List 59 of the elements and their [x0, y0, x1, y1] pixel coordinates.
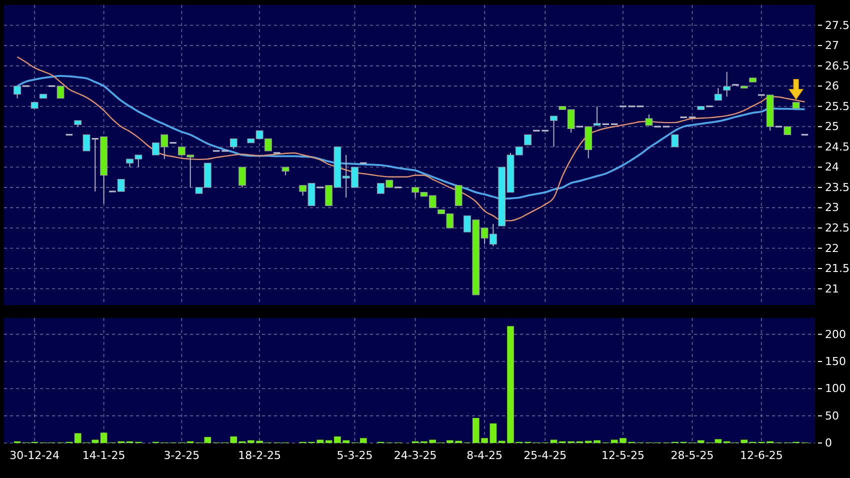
x-tick-label: 18-2-25 — [238, 448, 282, 462]
candlestick — [714, 88, 722, 101]
y-tick-label: 24.5 — [825, 140, 850, 154]
bar — [714, 439, 722, 443]
bar — [550, 440, 558, 443]
x-tick-label: 12-5-25 — [602, 448, 644, 462]
candlestick — [593, 106, 601, 126]
candlestick — [56, 86, 64, 99]
y-tick-label: 24 — [825, 160, 839, 174]
x-tick-label: 14-1-25 — [82, 448, 126, 462]
candlestick — [723, 71, 731, 98]
x-tick-label: 5-3-25 — [336, 448, 373, 462]
bar — [490, 423, 497, 443]
line-series — [16, 56, 806, 222]
candlestick — [230, 138, 238, 150]
bar — [316, 440, 324, 443]
y-tick-label: 150 — [825, 355, 846, 368]
y-tick-label: 21 — [825, 282, 839, 296]
bar — [429, 440, 436, 443]
y-tick-label: 22 — [825, 242, 839, 255]
x-tick-label: 30-12-24 — [10, 448, 60, 462]
bar — [92, 440, 99, 443]
bar — [740, 440, 748, 443]
y-tick-label: 25 — [825, 120, 839, 134]
candlestick — [524, 134, 532, 146]
bar — [74, 433, 82, 443]
candlestick — [671, 134, 679, 148]
bar — [100, 432, 108, 443]
x-tick-label: 3-2-25 — [164, 448, 200, 462]
x-tick-label: 12-6-25 — [740, 448, 783, 462]
y-tick-label: 200 — [825, 328, 846, 341]
y-tick-label: 26 — [825, 80, 839, 93]
bar — [204, 437, 212, 443]
y-tick-label: 27.5 — [825, 18, 850, 32]
y-tick-label: 100 — [825, 382, 846, 396]
candlestick — [90, 138, 100, 192]
y-tick-label: 25.5 — [825, 100, 850, 113]
bar — [610, 440, 618, 443]
x-tick-label: 28-5-25 — [670, 448, 714, 462]
candlestick — [117, 179, 125, 192]
y-tick-label: 0 — [825, 436, 832, 450]
bar — [360, 438, 367, 443]
bar — [507, 326, 514, 443]
x-tick-label: 25-4-25 — [524, 448, 567, 462]
candlestick — [238, 166, 246, 188]
y-tick-label: 26.5 — [825, 59, 850, 72]
y-tick-label: 23.5 — [825, 180, 850, 194]
candlestick — [82, 134, 90, 152]
y-tick-label: 23 — [825, 201, 839, 214]
candlestick — [550, 116, 558, 148]
y-tick-label: 50 — [825, 409, 839, 422]
y-tick-label: 22.5 — [825, 221, 850, 234]
candlestick — [645, 114, 653, 126]
x-tick-label: 8-4-25 — [466, 448, 503, 462]
candlestick — [454, 185, 462, 206]
y-tick-label: 27 — [825, 39, 839, 52]
x-tick-label: 24-3-25 — [394, 448, 437, 462]
y-tick-label: 21.5 — [825, 262, 850, 276]
bar — [620, 438, 626, 443]
